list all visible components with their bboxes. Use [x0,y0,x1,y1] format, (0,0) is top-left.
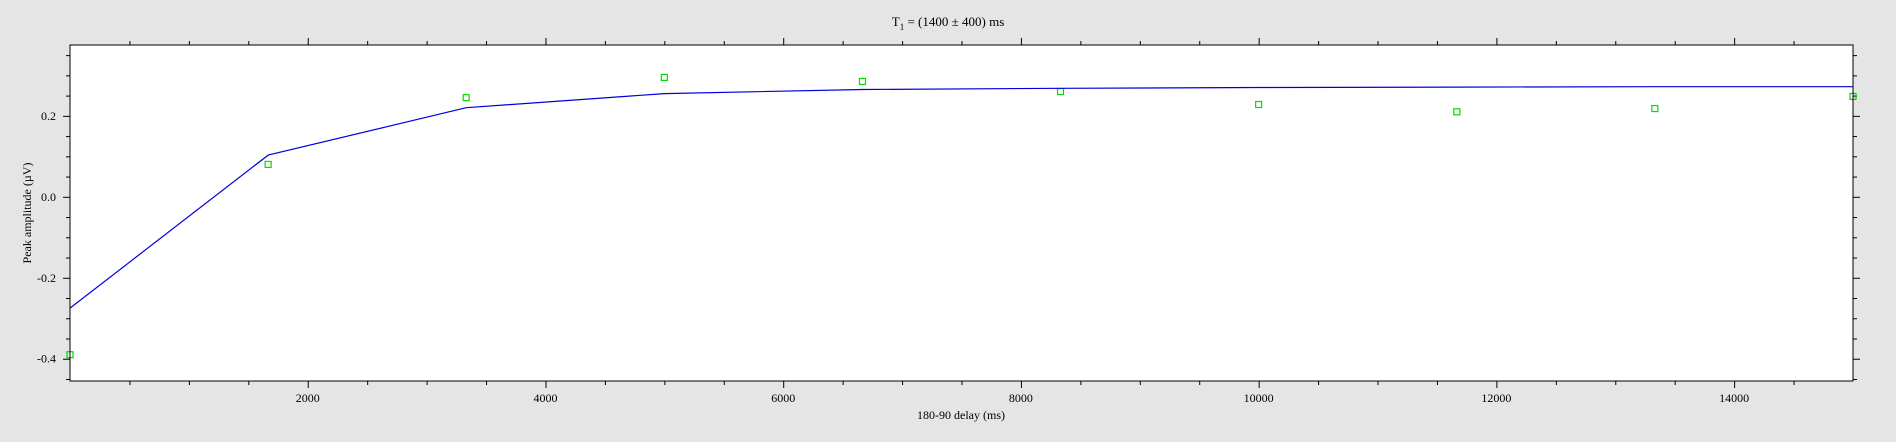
data-point [1255,100,1263,109]
y-axis-label: Peak amplitude (µV) [20,163,34,264]
data-point [1453,108,1461,116]
y-tick-label: -0.2 [37,271,56,285]
x-axis-label: 180-90 delay (ms) [917,408,1005,422]
plot-frame [69,44,1854,382]
data-point [858,77,867,86]
data-point [264,160,272,169]
x-tick-label: 2000 [296,391,320,405]
plot-background [70,45,1853,381]
tick-labels: 2000 4000 6000 8000 10000 12000 14000 -0.4 -0.2 0… [37,109,1749,405]
tick-marks [63,38,1860,388]
x-tick-label: 14000 [1719,391,1749,405]
x-tick-label: 10000 [1244,391,1274,405]
y-tick-label: 0.2 [41,109,56,123]
y-tick-label: 0.0 [41,190,56,204]
chart-title: T1 = (1400 ± 400) ms [892,14,1005,32]
x-tick-label: 8000 [1009,391,1033,405]
fit-line [69,86,1853,309]
data-point [660,73,668,81]
x-tick-label: 12000 [1481,391,1511,405]
x-tick-label: 6000 [771,391,795,405]
data-point [462,94,470,102]
x-tick-label: 4000 [533,391,557,405]
data-point [1651,104,1659,113]
y-tick-label: -0.4 [37,352,56,366]
